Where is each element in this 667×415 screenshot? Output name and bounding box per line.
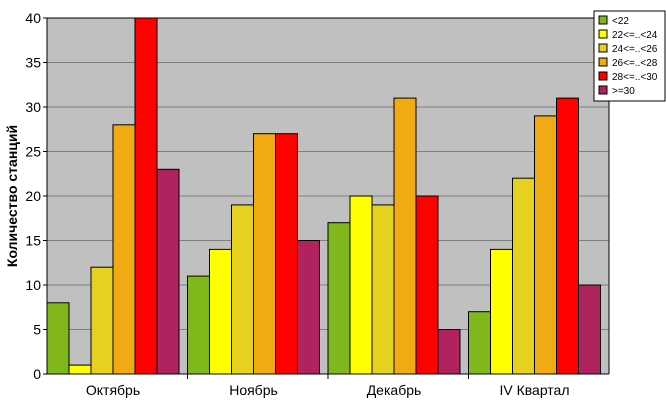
legend-swatch — [598, 85, 608, 95]
legend-label: 22<=..<24 — [612, 30, 658, 41]
y-tick-label: 35 — [25, 55, 41, 71]
x-category-label: Ноябрь — [229, 382, 278, 398]
bar — [68, 364, 92, 375]
y-tick-label: 10 — [25, 277, 41, 293]
bar — [90, 266, 114, 375]
bar — [534, 115, 557, 375]
y-axis-title: Количество станций — [4, 125, 20, 267]
bar — [209, 248, 232, 375]
bar — [556, 97, 579, 375]
bar — [187, 275, 210, 375]
y-tick-label: 30 — [25, 99, 41, 115]
legend-label: >=30 — [612, 86, 635, 97]
y-tick-label: 0 — [33, 366, 41, 382]
bar — [490, 248, 513, 375]
axes: 0 5 10 15 20 25 30 35 40 Октябрь Ноябрь Декабрь IV К… — [25, 10, 610, 398]
legend-label: <22 — [612, 16, 629, 27]
bar — [349, 195, 373, 375]
bars — [46, 17, 601, 375]
bar — [371, 204, 395, 375]
x-category-label: Декабрь — [367, 382, 422, 398]
bar — [393, 97, 417, 375]
legend: <22 22<=..<24 24<=..<26 26<=..<28 28<=..<30 >… — [593, 10, 666, 102]
y-tick-label: 15 — [25, 233, 41, 249]
bar — [46, 302, 70, 375]
y-tick-label: 25 — [25, 144, 41, 160]
bar — [156, 168, 180, 375]
legend-swatch — [598, 15, 608, 25]
x-category-label: Октябрь — [86, 382, 140, 398]
bar — [297, 240, 320, 375]
legend-label: 24<=..<26 — [612, 44, 658, 55]
legend-swatch — [598, 71, 608, 81]
bar — [578, 284, 601, 375]
bar — [275, 133, 298, 375]
y-tick-label: 5 — [33, 322, 41, 338]
bar — [327, 222, 351, 375]
legend-swatch — [598, 43, 608, 53]
y-tick-label: 20 — [25, 188, 41, 204]
x-category-label: IV Квартал — [499, 382, 569, 398]
bar — [468, 311, 491, 375]
legend-label: 26<=..<28 — [612, 58, 658, 69]
legend-swatch — [598, 29, 608, 39]
legend-label: 28<=..<30 — [612, 72, 658, 83]
bar — [134, 17, 158, 375]
bar — [231, 204, 254, 375]
bar — [512, 177, 535, 375]
y-tick-label: 40 — [25, 10, 41, 26]
bar — [112, 124, 136, 375]
bar — [253, 133, 276, 375]
legend-swatch — [598, 57, 608, 67]
bar — [415, 195, 439, 375]
bar — [437, 329, 461, 375]
